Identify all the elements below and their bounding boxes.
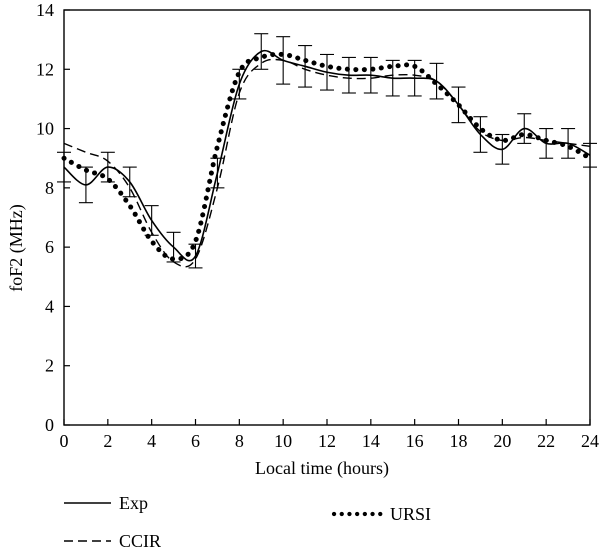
error-bar-exp: [341, 56, 356, 94]
y-tick-label: 14: [36, 0, 54, 20]
legend-label-exp: Exp: [119, 493, 148, 513]
x-tick-label: 8: [235, 431, 244, 451]
x-axis-ticks: 0 2 4 6 8 10 12 14 16 18 20 22 24: [60, 419, 599, 451]
y-tick-label: 6: [45, 237, 54, 257]
y-tick-label: 0: [45, 415, 54, 435]
x-tick-label: 18: [450, 431, 468, 451]
error-bar-exp: [254, 33, 269, 70]
error-bar-exp: [385, 59, 400, 97]
x-tick-label: 16: [406, 431, 424, 451]
x-tick-label: 2: [103, 431, 112, 451]
legend-label-ursi: URSI: [390, 504, 431, 524]
error-bar-exp: [144, 205, 159, 236]
error-bar-exp: [188, 243, 203, 269]
y-tick-label: 12: [36, 59, 54, 79]
x-tick-label: 14: [362, 431, 380, 451]
error-bar-exp: [495, 133, 510, 165]
series-line-ursi: [61, 51, 593, 262]
x-tick-label: 22: [537, 431, 555, 451]
error-bar-exp: [298, 45, 313, 88]
x-tick-label: 12: [318, 431, 336, 451]
x-tick-label: 4: [147, 431, 156, 451]
x-tick-label: 24: [581, 431, 599, 451]
y-tick-label: 4: [45, 296, 54, 316]
error-bar-exp: [583, 142, 597, 168]
series-line-ccir: [63, 58, 591, 268]
error-bar-exp: [539, 128, 554, 159]
legend-label-ccir: CCIR: [119, 531, 161, 551]
y-tick-label: 8: [45, 178, 54, 198]
y-tick-label: 10: [36, 119, 54, 139]
x-tick-label: 0: [60, 431, 69, 451]
y-axis-title: foF2 (MHz): [6, 204, 27, 292]
legend: Exp CCIR URSI: [64, 493, 431, 551]
y-axis-ticks: 0 2 4 6 8 10 12 14: [36, 0, 70, 435]
x-tick-label: 6: [191, 431, 200, 451]
error-bar-exp: [363, 56, 378, 94]
series-layer: [57, 33, 597, 269]
error-bar-exp: [122, 166, 137, 198]
y-tick-label: 2: [45, 356, 54, 376]
error-bar-exp: [320, 53, 334, 91]
x-axis-title: Local time (hours): [255, 458, 389, 479]
error-bar-exp: [517, 113, 532, 144]
x-tick-label: 20: [493, 431, 511, 451]
x-tick-label: 10: [274, 431, 292, 451]
error-bar-exp: [473, 116, 488, 153]
